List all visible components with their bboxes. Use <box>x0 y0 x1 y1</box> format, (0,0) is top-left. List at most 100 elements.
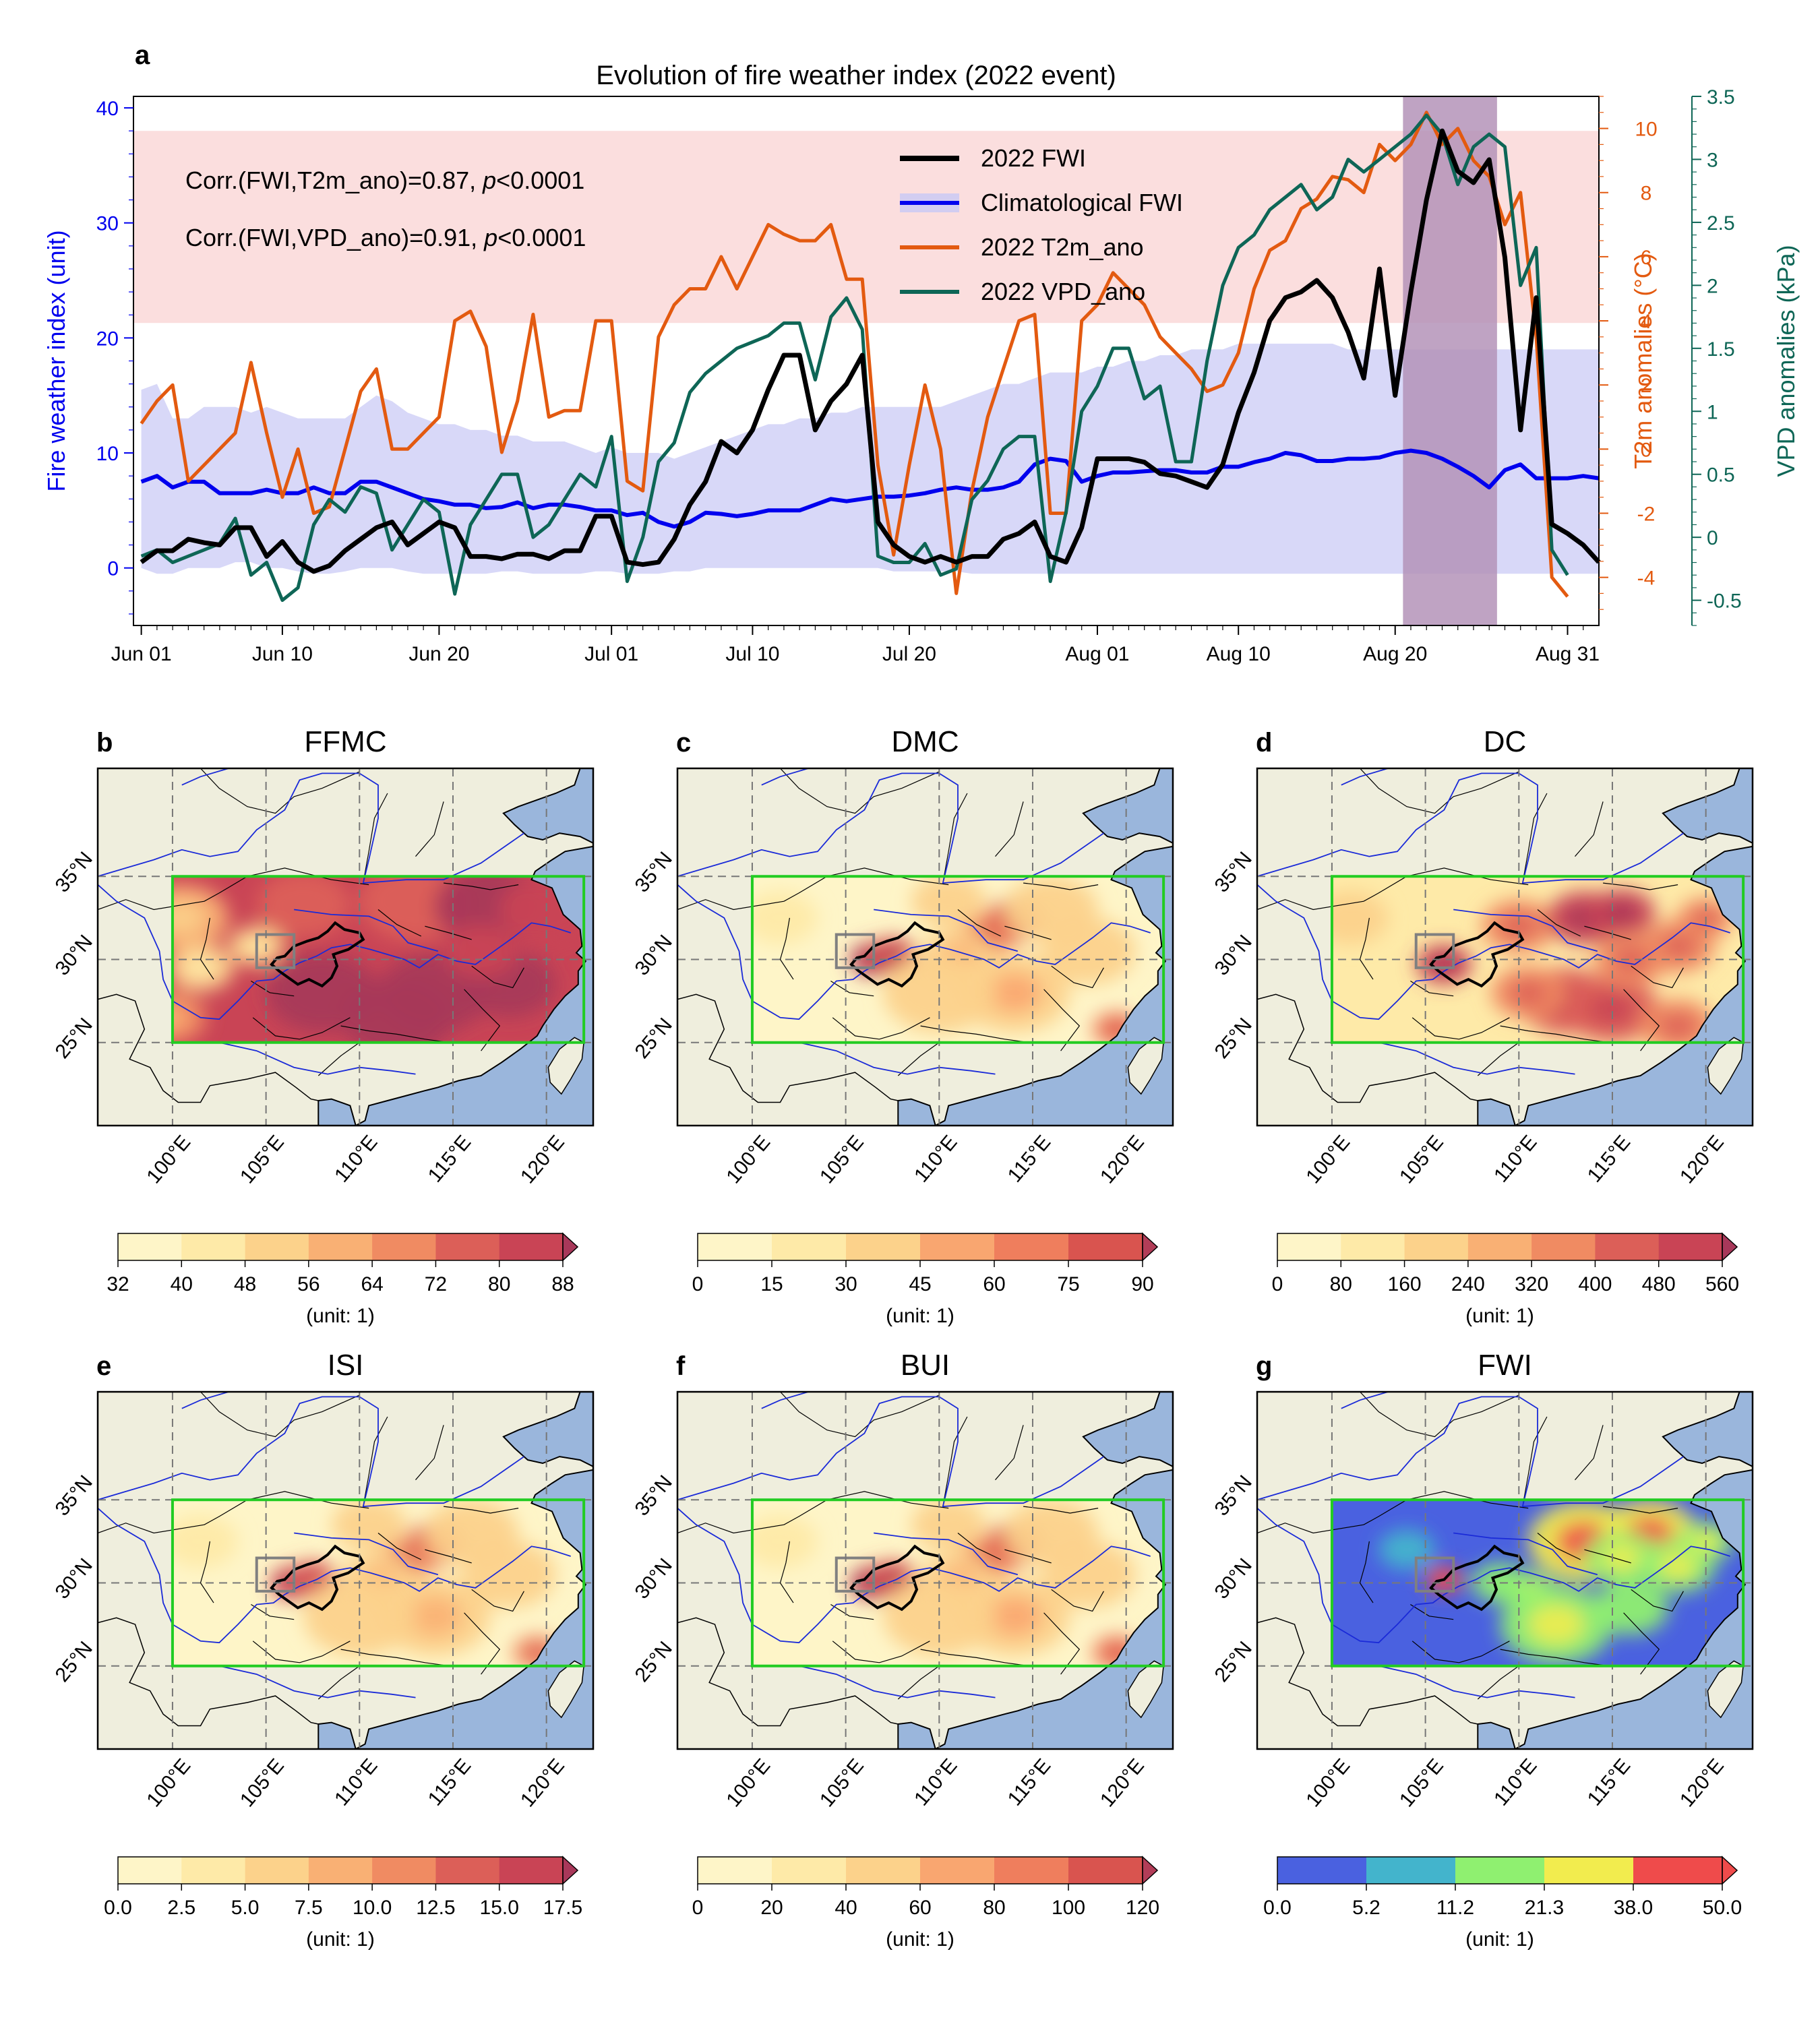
chongqing-outline <box>1429 921 1525 988</box>
colorbar-tick-label: 20 <box>760 1897 783 1919</box>
country-border <box>98 1617 319 1727</box>
lat-label: 25°N <box>1211 1637 1256 1686</box>
province-border <box>1631 1589 1684 1612</box>
colorbar-label: (unit: 1) <box>306 1305 375 1327</box>
province-border <box>1043 989 1081 1051</box>
lon-label: 110°E <box>330 1754 382 1810</box>
lon-label: 105°E <box>236 1131 289 1188</box>
colorbar-segment <box>846 1233 921 1260</box>
colorbar-segment <box>435 1233 500 1260</box>
province-border <box>1477 1042 1519 1076</box>
province-border <box>1603 1506 1678 1514</box>
lat-label: 25°N <box>631 1637 677 1686</box>
province-border <box>1051 1589 1104 1612</box>
map-content <box>677 768 1173 1126</box>
river <box>98 1396 524 1508</box>
province-border <box>464 989 501 1051</box>
colorbar-tick-label: 32 <box>107 1273 129 1295</box>
annotation-text: Corr.(FWI,T2m_ano)=0.87, <box>185 166 483 194</box>
lon-label: 100°E <box>142 1131 195 1188</box>
colorbar: 32 40 48 56 64 72 80 88 (unit: 1) <box>107 1232 579 1327</box>
field-contour <box>1004 1500 1099 1566</box>
province-border <box>251 980 295 997</box>
colorbar-tick-label: 60 <box>909 1897 931 1919</box>
field-contour <box>303 1576 416 1656</box>
y-vpd-tick-label: 1 <box>1707 401 1718 423</box>
colorbar-frame <box>1277 1233 1723 1261</box>
colorbar-tick-label: 100 <box>1052 1897 1085 1919</box>
river <box>677 772 1104 884</box>
y-t2m-tick-label: -2 <box>1637 503 1656 525</box>
lat-label: 25°N <box>1211 1014 1256 1063</box>
colorbar-tick-label: 15.0 <box>480 1897 519 1919</box>
y-vpd-tick-label: 3 <box>1707 149 1718 171</box>
colorbar-tick-label: 45 <box>909 1273 931 1295</box>
colorbar-segment <box>1531 1233 1596 1260</box>
river <box>181 768 229 786</box>
province-border <box>1537 1533 1581 1560</box>
colorbar-segment <box>1404 1233 1469 1260</box>
focus-region-box <box>255 933 296 969</box>
colorbar-label: (unit: 1) <box>886 1305 954 1327</box>
panel-letter-g: g <box>1256 1351 1272 1381</box>
annotation-value: <0.0001 <box>497 224 586 251</box>
annotation-p: p <box>483 224 497 251</box>
taiwan-over <box>1707 1037 1744 1095</box>
river <box>98 884 571 1020</box>
t2m-anomaly-line <box>140 111 1569 598</box>
province-border <box>317 1042 360 1076</box>
map-panel-isi: e ISI 35°N 30°N 25°N 100°E 105°E 110°E 115°E 120°… <box>51 1349 595 1951</box>
field-contour <box>172 991 206 1043</box>
field-contour <box>883 1576 996 1656</box>
colorbar-tick-label: 75 <box>1057 1273 1079 1295</box>
colorbar-segment <box>372 1233 436 1260</box>
colorbar-segment <box>1633 1857 1723 1884</box>
colorbar-segment <box>499 1233 564 1260</box>
lon-label: 105°E <box>816 1754 868 1811</box>
y-t2m-tick-label: 8 <box>1641 183 1652 205</box>
lon-label: 105°E <box>816 1131 868 1188</box>
colorbar-tick-label: 17.5 <box>543 1897 582 1919</box>
province-border <box>200 768 360 814</box>
map-title: DC <box>1484 725 1527 758</box>
y-vpd-tick-label: -0.5 <box>1707 590 1742 613</box>
province-border <box>1575 801 1604 857</box>
province-border <box>1359 1541 1374 1603</box>
province-border <box>471 1589 524 1612</box>
province-border <box>897 1042 940 1076</box>
annotation-value: <0.0001 <box>496 166 584 194</box>
focus-region-box <box>255 1556 296 1593</box>
field-contour-core <box>985 1596 1042 1636</box>
panel-letter-c: c <box>676 728 691 758</box>
province-border <box>830 980 874 997</box>
province-border <box>1575 1425 1604 1481</box>
map-frame <box>676 1390 1174 1750</box>
colorbar-tick-label: 2.5 <box>167 1897 195 1919</box>
y-t2m-tick-label: 10 <box>1635 119 1657 141</box>
province-border <box>415 801 444 857</box>
domain-box <box>1330 875 1745 1044</box>
lon-label: 120°E <box>1096 1754 1149 1811</box>
lat-label: 30°N <box>631 1554 677 1603</box>
colorbar-tick-label: 80 <box>983 1897 1005 1919</box>
ocean-mask <box>898 768 1173 1126</box>
province-border <box>1023 1506 1099 1514</box>
x-tick-label: Jul 20 <box>882 643 936 665</box>
map-frame <box>676 767 1174 1127</box>
lon-label: 115°E <box>1583 1131 1635 1186</box>
colorbar-extend-arrow <box>562 1856 579 1885</box>
y-vpd-tick-label: 0.5 <box>1707 464 1735 487</box>
field-contour-core <box>1528 1604 1585 1645</box>
colorbar-segment <box>994 1233 1069 1260</box>
river <box>98 772 524 884</box>
colorbar-segment <box>118 1233 182 1260</box>
colorbar-tick-label: 80 <box>488 1273 510 1295</box>
panel-letter-a: a <box>135 40 150 70</box>
province-border <box>942 1416 968 1507</box>
lon-label: 120°E <box>1096 1131 1149 1188</box>
lon-label: 115°E <box>1004 1131 1056 1186</box>
lon-label: 100°E <box>1302 1131 1354 1188</box>
colorbar-frame <box>1277 1856 1723 1885</box>
river <box>874 909 1019 952</box>
province-border <box>377 909 422 937</box>
